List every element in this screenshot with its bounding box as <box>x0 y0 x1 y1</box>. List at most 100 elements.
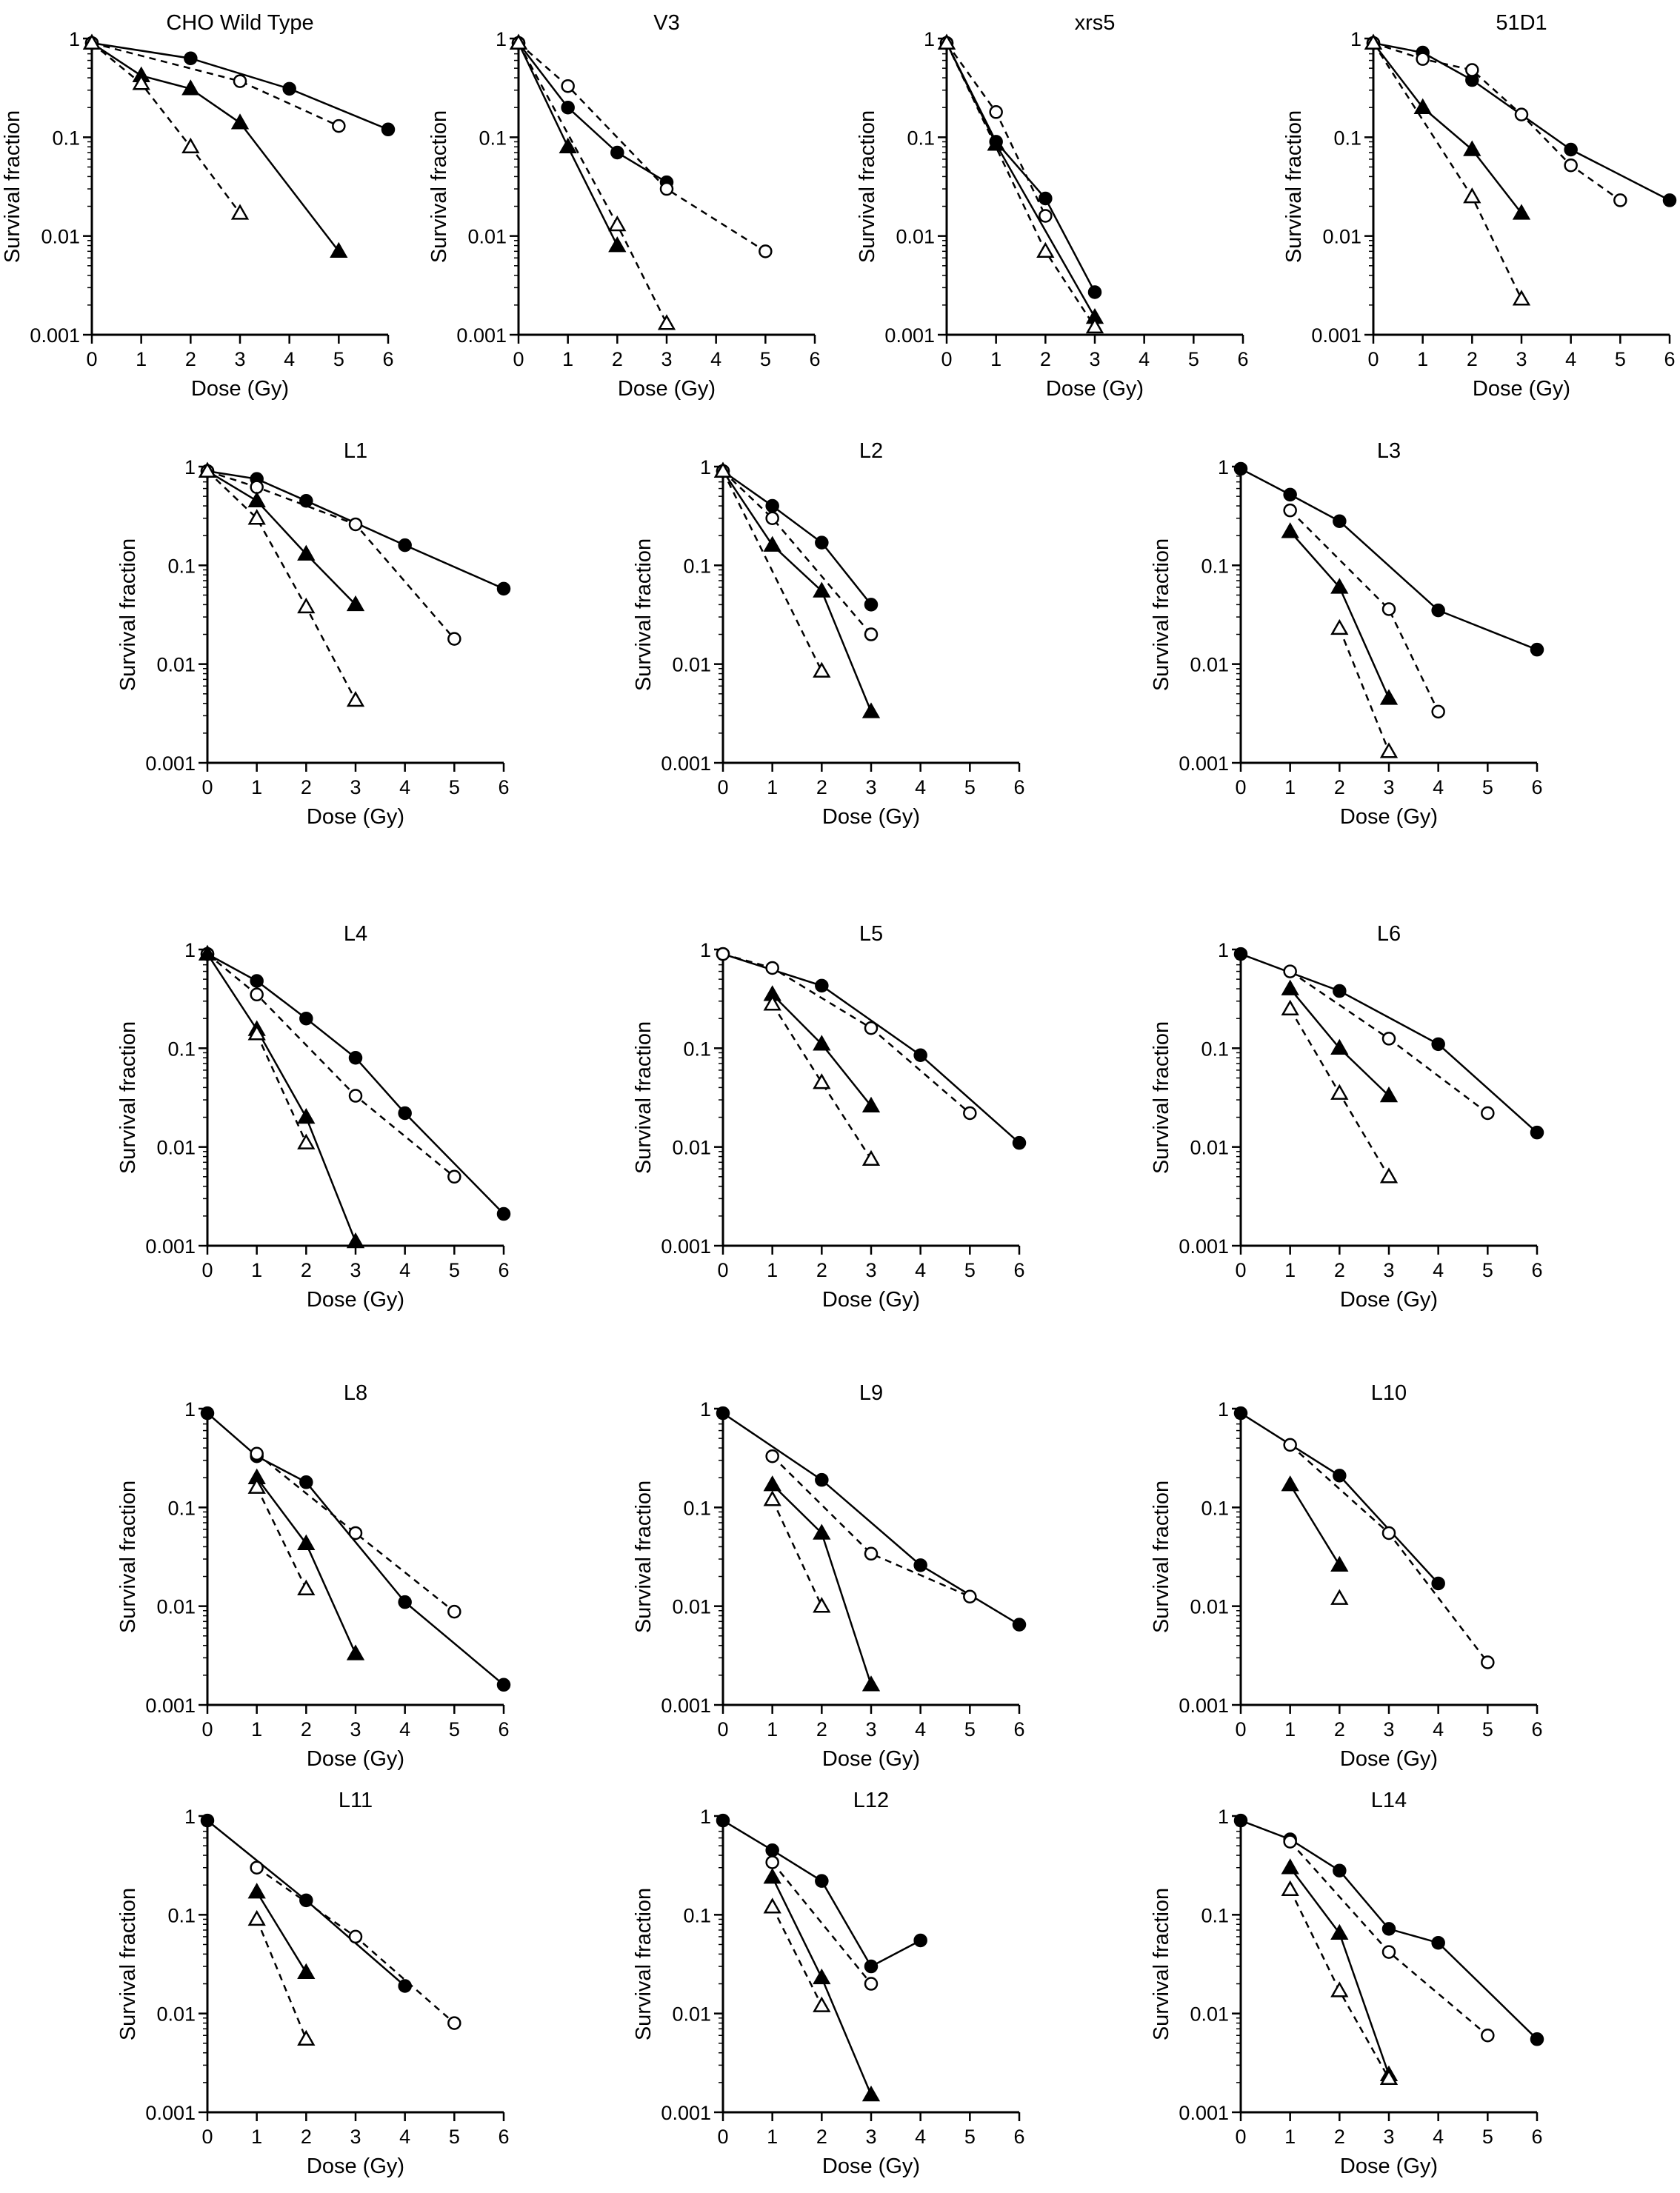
x-axis-label: Dose (Gy) <box>307 2154 404 2178</box>
chart-panel: L9 0 1 2 3 4 5 6 0.001 0.01 0.1 1 Dose (Gy) Survival … <box>632 1381 1027 1771</box>
data-point <box>1463 140 1481 156</box>
series-line <box>1240 1819 1538 2040</box>
x-tick-label: 5 <box>449 1259 460 1281</box>
data-point <box>1283 487 1297 502</box>
data-point <box>230 113 250 130</box>
x-axis-label: Dose (Gy) <box>1340 2154 1438 2178</box>
y-tick-label: 1 <box>700 939 711 961</box>
x-tick-label: 4 <box>710 348 721 370</box>
x-tick-label: 0 <box>1367 348 1379 370</box>
y-tick-label: 0.01 <box>672 2003 711 2026</box>
data-point <box>1379 1086 1399 1103</box>
y-tick-label: 0.01 <box>1190 2003 1229 2026</box>
data-point <box>447 1169 461 1184</box>
x-tick-label: 1 <box>562 348 573 370</box>
series-line <box>771 1906 823 2006</box>
data-point <box>1281 1475 1299 1492</box>
data-point <box>297 1133 316 1149</box>
chart-panel: L14 0 1 2 3 4 5 6 0.001 0.01 0.1 1 Dose (Gy) Survival… <box>1150 1789 1544 2178</box>
x-tick-label: 3 <box>1383 1718 1394 1740</box>
data-point <box>1333 1863 1347 1877</box>
x-tick-label: 0 <box>1235 2126 1246 2148</box>
chart-title: L5 <box>859 922 883 946</box>
data-point <box>1514 107 1529 121</box>
y-tick-label: 1 <box>1218 1806 1229 1828</box>
series-line <box>207 953 504 1215</box>
y-tick-label: 0.1 <box>683 555 711 577</box>
y-tick-label: 0.001 <box>1311 324 1361 347</box>
series-line <box>206 953 357 1242</box>
x-tick-label: 0 <box>201 2126 213 2148</box>
chart-title: 51D1 <box>1496 11 1547 35</box>
series-line <box>518 42 667 184</box>
data-point <box>447 632 461 646</box>
data-point <box>813 1073 831 1089</box>
data-point <box>815 1472 829 1487</box>
data-point <box>765 1843 779 1857</box>
x-axis-label: Dose (Gy) <box>822 1747 920 1771</box>
data-point <box>348 1526 363 1541</box>
chart-title: L14 <box>1371 1789 1407 1812</box>
data-point <box>813 1996 831 2012</box>
data-point <box>1012 1618 1027 1632</box>
y-axis-label: Survival fraction <box>1150 1888 1173 2040</box>
data-point <box>864 1959 879 1974</box>
data-point <box>1283 1438 1297 1452</box>
x-tick-label: 1 <box>1284 1718 1296 1740</box>
y-tick-label: 0.1 <box>907 127 935 149</box>
data-point <box>610 145 624 160</box>
data-point <box>864 1546 879 1561</box>
data-point <box>716 1406 730 1421</box>
y-axis-label: Survival fraction <box>116 1481 140 1633</box>
x-axis-label: Dose (Gy) <box>1340 805 1438 829</box>
y-tick-label: 0.001 <box>30 324 80 347</box>
data-point <box>346 595 365 612</box>
data-point <box>813 661 831 678</box>
data-point <box>1379 2069 1399 2086</box>
data-point <box>1381 1526 1396 1541</box>
y-tick-label: 0.1 <box>167 1497 196 1519</box>
x-tick-label: 3 <box>865 1259 876 1281</box>
series-line <box>1289 1840 1489 2037</box>
x-tick-label: 3 <box>1516 348 1527 370</box>
x-tick-label: 0 <box>717 776 728 798</box>
data-point <box>1512 290 1531 306</box>
data-point <box>1036 241 1055 258</box>
x-axis-label: Dose (Gy) <box>307 1288 404 1312</box>
data-point <box>1481 1655 1495 1669</box>
y-tick-label: 0.001 <box>661 1235 711 1258</box>
data-point <box>608 236 627 253</box>
x-axis-label: Dose (Gy) <box>1340 1288 1438 1312</box>
x-axis-label: Dose (Gy) <box>822 1288 920 1312</box>
series-line <box>721 470 873 712</box>
y-tick-label: 0.1 <box>683 1497 711 1519</box>
y-axis-label: Survival fraction <box>116 1021 140 1174</box>
data-point <box>200 1813 215 1828</box>
x-tick-label: 1 <box>136 348 147 370</box>
x-tick-label: 2 <box>816 1718 827 1740</box>
chart-title: L4 <box>344 922 367 946</box>
x-tick-label: 4 <box>1433 2126 1444 2148</box>
data-point <box>1379 689 1399 705</box>
data-point <box>864 598 879 612</box>
y-tick-label: 1 <box>1218 939 1229 961</box>
x-tick-label: 6 <box>498 2126 509 2148</box>
y-tick-label: 0.01 <box>1190 1596 1229 1618</box>
data-point <box>1330 1084 1349 1100</box>
series-line <box>256 1033 307 1144</box>
x-tick-label: 1 <box>1284 2126 1296 2148</box>
data-point <box>716 1813 730 1828</box>
y-tick-label: 1 <box>700 456 711 478</box>
chart-panel: xrs5 0 1 2 3 4 5 6 0.001 0.01 0.1 1 Dose (Gy) Surviva… <box>856 11 1249 401</box>
y-axis-label: Survival fraction <box>1150 538 1173 691</box>
data-point <box>247 1024 266 1041</box>
x-tick-label: 2 <box>301 2126 312 2148</box>
data-point <box>861 2085 881 2102</box>
x-tick-label: 4 <box>399 1259 410 1281</box>
x-tick-label: 5 <box>449 776 460 798</box>
series-line <box>722 1820 921 1968</box>
chart-title: L6 <box>1377 922 1401 946</box>
data-point <box>864 1977 879 1991</box>
data-point <box>659 181 674 196</box>
y-axis-label: Survival fraction <box>1150 1481 1173 1633</box>
